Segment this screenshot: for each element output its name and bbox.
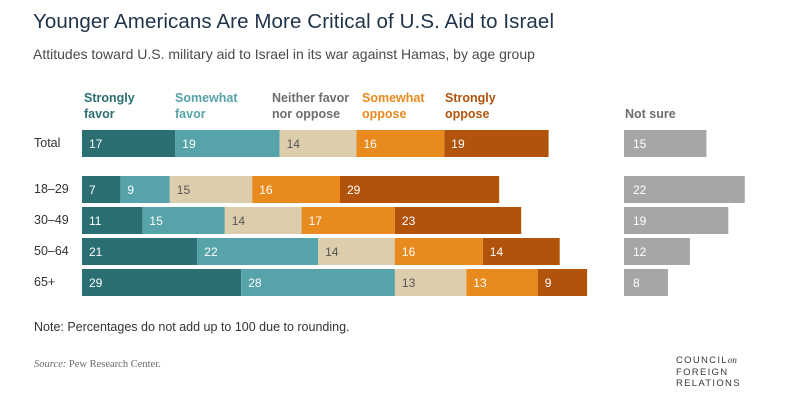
bar-18-29-neither-favor-nor-oppose: [169, 176, 253, 203]
legend-somewhat-favor-line-2: favor: [175, 107, 206, 121]
bar-total-strongly-oppose-label: 19: [451, 137, 465, 151]
legend-strongly-oppose-line-1: Strongly: [445, 91, 496, 105]
row-label-50-64: 50–64: [34, 244, 69, 258]
bar-65-neither-favor-nor-oppose-label: 13: [402, 276, 416, 290]
bar-65-somewhat-favor: [241, 269, 395, 296]
bar-18-29-strongly-favor: [82, 176, 121, 203]
chart-title: Younger Americans Are More Critical of U…: [33, 10, 555, 33]
legend-somewhat-favor: Somewhat favor: [175, 90, 238, 122]
legend-strongly-oppose: Strongly oppose: [445, 90, 496, 122]
bar-65-strongly-favor-label: 29: [89, 276, 103, 290]
bar-total-somewhat-oppose-label: 16: [364, 137, 378, 151]
legend-neither-favor-nor-oppose-line-1: Neither favor: [272, 91, 350, 105]
bar-50-64-not-sure-label: 12: [633, 245, 647, 259]
logo-line1-small: on: [727, 355, 737, 365]
bar-30-49-neither-favor-nor-oppose-label: 14: [232, 214, 246, 228]
bar-30-49-not-sure: [624, 207, 729, 234]
bar-50-64-somewhat-favor: [197, 238, 319, 265]
bar-65-not-sure-label: 8: [633, 276, 640, 290]
row-label-30-49: 30–49: [34, 213, 69, 227]
bar-50-64-strongly-oppose-label: 14: [490, 245, 504, 259]
bar-30-49-somewhat-favor: [142, 207, 225, 234]
bar-50-64-strongly-favor-label: 21: [89, 245, 103, 259]
bar-30-49-somewhat-favor-label: 15: [149, 214, 163, 228]
chart-subtitle: Attitudes toward U.S. military aid to Is…: [33, 46, 535, 62]
legend-strongly-favor-line-1: Strongly: [84, 91, 135, 105]
bar-65-strongly-oppose: [537, 269, 588, 296]
bar-50-64-neither-favor-nor-oppose: [318, 238, 395, 265]
bar-18-29-somewhat-favor: [120, 176, 170, 203]
chart-note: Note: Percentages do not add up to 100 d…: [34, 320, 350, 334]
bar-50-64-somewhat-oppose-label: 16: [402, 245, 416, 259]
bar-total-not-sure-label: 15: [633, 137, 647, 151]
bar-30-49-somewhat-oppose: [301, 207, 395, 234]
bar-18-29-neither-favor-nor-oppose-label: 15: [177, 183, 191, 197]
bar-30-49-strongly-oppose: [394, 207, 522, 234]
legend-neither-favor-nor-oppose-line-2: nor oppose: [272, 107, 341, 121]
bar-18-29-strongly-favor-label: 7: [89, 183, 96, 197]
chart-source: Source: Pew Research Center.: [34, 359, 161, 370]
bar-65-neither-favor-nor-oppose: [394, 269, 467, 296]
bar-50-64-neither-favor-nor-oppose-label: 14: [325, 245, 339, 259]
bar-total-somewhat-oppose: [356, 130, 445, 157]
bar-total-strongly-favor: [82, 130, 176, 157]
source-text: Pew Research Center.: [68, 359, 161, 370]
bar-18-29-strongly-oppose-label: 29: [347, 183, 361, 197]
bar-total-somewhat-favor: [175, 130, 280, 157]
bar-total-strongly-favor-label: 17: [89, 137, 103, 151]
bar-total-strongly-oppose: [444, 130, 549, 157]
bar-65-not-sure: [624, 269, 668, 296]
row-label-65: 65+: [34, 275, 56, 289]
bar-65-strongly-favor: [82, 269, 242, 296]
legend-neither-favor-nor-oppose: Neither favor nor oppose: [272, 90, 349, 122]
bar-65-strongly-oppose-label: 9: [545, 276, 552, 290]
bar-50-64-not-sure: [624, 238, 690, 265]
bar-18-29-somewhat-favor-label: 9: [127, 183, 134, 197]
bar-50-64-somewhat-oppose: [394, 238, 483, 265]
bar-50-64-strongly-favor: [82, 238, 198, 265]
bar-50-64-somewhat-favor-label: 22: [204, 245, 218, 259]
bar-30-49-strongly-favor-label: 11: [89, 214, 102, 228]
bar-30-49-not-sure-label: 19: [633, 214, 647, 228]
bar-50-64-strongly-oppose: [482, 238, 560, 265]
legend-somewhat-favor-line-1: Somewhat: [175, 91, 238, 105]
legend-somewhat-oppose-line-2: oppose: [362, 107, 407, 121]
bar-total-somewhat-favor-label: 19: [182, 137, 196, 151]
bar-30-49-strongly-favor: [82, 207, 143, 234]
cfr-logo: COUNCILon FOREIGN RELATIONS: [676, 355, 766, 390]
bar-30-49-somewhat-oppose-label: 17: [309, 214, 323, 228]
legend-somewhat-oppose-line-1: Somewhat: [362, 91, 425, 105]
logo-line3: RELATIONS: [676, 378, 741, 389]
bar-18-29-strongly-oppose: [340, 176, 500, 203]
bar-18-29-not-sure-label: 22: [633, 183, 647, 197]
bar-65-somewhat-oppose: [466, 269, 538, 296]
legend-somewhat-oppose: Somewhat oppose: [362, 90, 425, 122]
logo-line1: COUNCIL: [676, 355, 728, 366]
bar-65-somewhat-oppose-label: 13: [473, 276, 487, 290]
legend-not-sure: Not sure: [625, 107, 676, 121]
row-label-total: Total: [34, 136, 61, 150]
bar-30-49-neither-favor-nor-oppose: [224, 207, 302, 234]
bar-65-somewhat-favor-label: 28: [248, 276, 262, 290]
bar-total-not-sure: [624, 130, 707, 157]
bar-18-29-not-sure: [624, 176, 745, 203]
row-label-18-29: 18–29: [34, 182, 69, 196]
legend-strongly-favor-line-2: favor: [84, 107, 115, 121]
logo-line2: FOREIGN: [676, 366, 729, 378]
legend-strongly-oppose-line-2: oppose: [445, 107, 490, 121]
bar-30-49-strongly-oppose-label: 23: [402, 214, 416, 228]
bar-total-neither-favor-nor-oppose-label: 14: [287, 137, 301, 151]
bar-total-neither-favor-nor-oppose: [279, 130, 357, 157]
bar-18-29-somewhat-oppose-label: 16: [259, 183, 273, 197]
bar-18-29-somewhat-oppose: [252, 176, 340, 203]
source-label: Source:: [34, 359, 67, 370]
legend-strongly-favor: Strongly favor: [84, 90, 135, 122]
